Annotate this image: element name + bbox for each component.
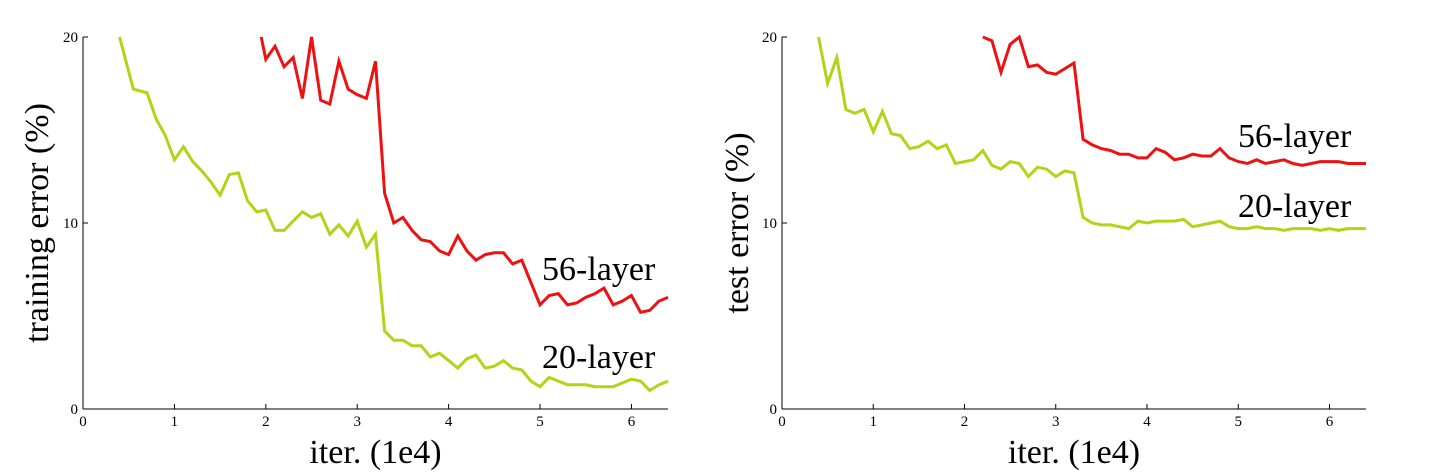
x-tick-label: 3 [1052, 414, 1060, 430]
x-tick-label: 1 [870, 414, 878, 430]
x-tick-label: 2 [961, 414, 969, 430]
y-tick-label: 10 [63, 216, 78, 232]
x-tick-label: 3 [353, 414, 361, 430]
y-tick-label: 20 [63, 30, 78, 46]
series-line-20-layer [118, 36, 669, 393]
y-tick-label: 10 [762, 216, 777, 232]
y-axis-title: test error (%) [719, 132, 756, 313]
x-axis-title: iter. (1e4) [1008, 434, 1140, 471]
series-annotation-20-layer: 20-layer [1238, 188, 1352, 225]
x-tick-label: 5 [536, 414, 544, 430]
x-tick-label: 4 [1143, 414, 1151, 430]
series-annotation-20-layer: 20-layer [542, 339, 656, 376]
series-line-20-layer [817, 36, 1366, 232]
x-tick-label: 6 [1326, 414, 1334, 430]
series-annotation-56-layer: 56-layer [1238, 118, 1352, 155]
x-tick-label: 0 [778, 414, 786, 430]
x-axis-title: iter. (1e4) [309, 434, 441, 471]
series-annotation-56-layer: 56-layer [542, 251, 656, 288]
x-tick-label: 2 [262, 414, 270, 430]
series-line-56-layer [982, 34, 1366, 167]
series-line-56-layer [259, 36, 669, 314]
y-tick-label: 0 [71, 402, 79, 418]
training-error-chart: 0 1 2 3 4 5 6 0 10 20 iter. (1e4) training error (%… [19, 30, 669, 471]
x-tick-label: 5 [1235, 414, 1243, 430]
test-error-chart: 0 1 2 3 4 5 6 0 10 20 iter. (1e4) test error (%) 56-… [719, 30, 1366, 471]
x-tick-label: 4 [445, 414, 453, 430]
y-axis-title: training error (%) [19, 103, 56, 343]
y-tick-label: 0 [770, 402, 778, 418]
x-tick-label: 0 [79, 414, 87, 430]
x-tick-label: 1 [171, 414, 179, 430]
y-tick-label: 20 [762, 30, 777, 46]
x-tick-label: 6 [628, 414, 636, 430]
